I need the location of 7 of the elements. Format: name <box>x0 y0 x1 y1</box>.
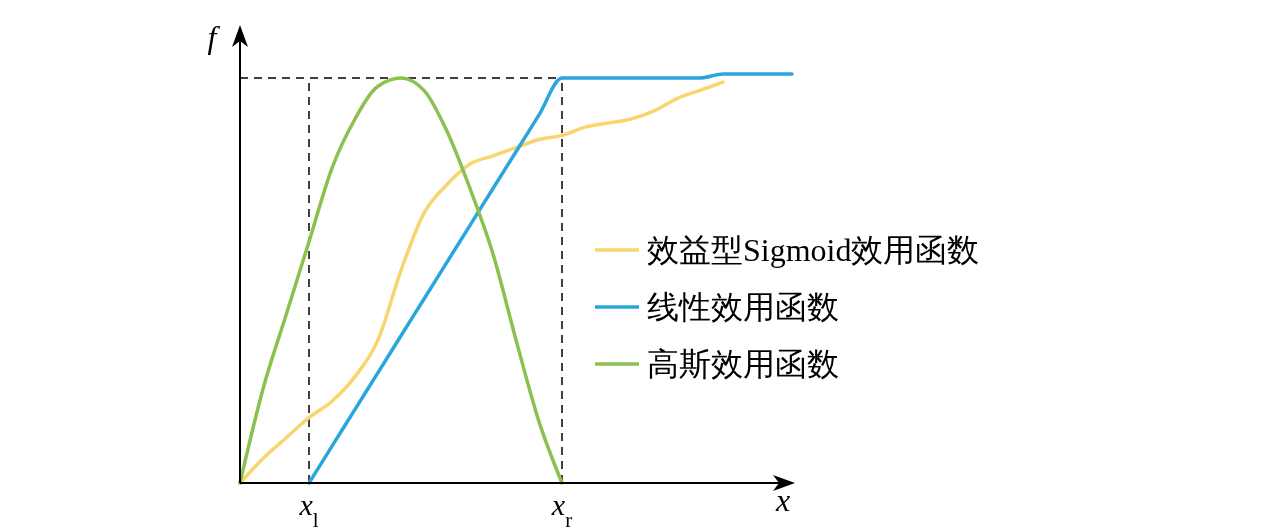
x-axis-title: x <box>774 482 791 518</box>
x-tick-label: x$_{l}$ <box>298 488 319 528</box>
legend-label: 高斯效用函数 <box>647 346 839 382</box>
y-axis-title: f <box>207 19 221 55</box>
legend-label: 线性效用函数 <box>647 289 839 325</box>
legend-label: 效益型Sigmoid效用函数 <box>647 232 980 268</box>
x-tick-label: x$_{r}$ <box>550 488 573 528</box>
